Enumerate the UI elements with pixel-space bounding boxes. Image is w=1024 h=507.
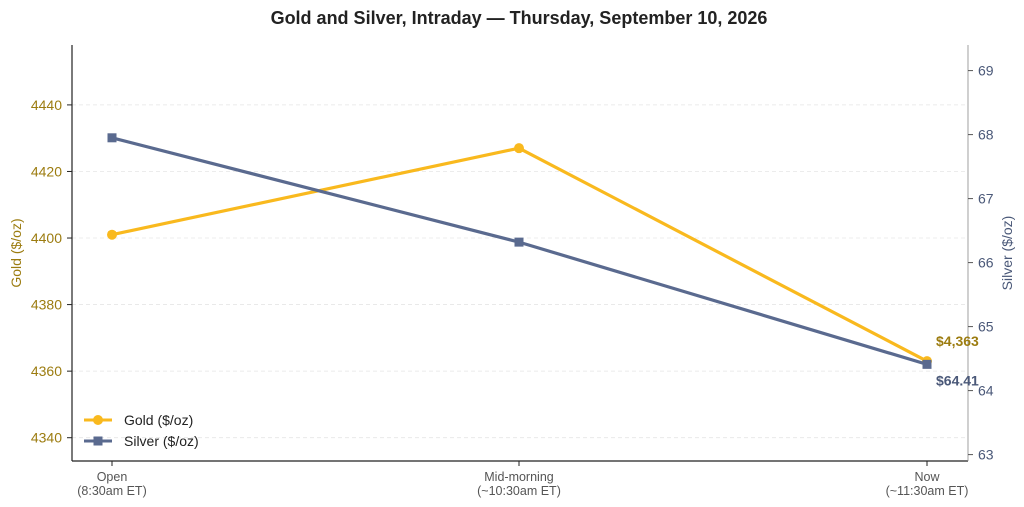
y-axis-right-label: Silver ($/oz)	[999, 216, 1015, 291]
right-axis-ticks: 63 64 65 66 67 68 69	[968, 63, 994, 463]
right-tick-label-6: 69	[978, 63, 994, 79]
right-tick-label-0: 63	[978, 447, 994, 463]
left-tick-label-1: 4360	[31, 363, 62, 379]
right-tick-label-3: 66	[978, 255, 994, 271]
legend-silver-marker	[93, 436, 103, 446]
series-1-point-1	[514, 237, 524, 247]
right-tick-label-4: 67	[978, 191, 994, 207]
left-axis-ticks: 4340 4360 4380 4400 4420 4440	[31, 97, 72, 446]
left-tick-label-4: 4420	[31, 163, 62, 179]
x-tick-label-0-0: Open	[97, 470, 128, 484]
right-tick-label-2: 65	[978, 319, 994, 335]
right-tick-label-5: 68	[978, 127, 994, 143]
left-tick-label-3: 4400	[31, 230, 62, 246]
x-tick-label-0-1: (8:30am ET)	[77, 484, 146, 498]
x-tick-label-1-1: (~10:30am ET)	[477, 484, 561, 498]
left-tick-label-2: 4380	[31, 297, 62, 313]
series-1-point-0	[107, 133, 117, 143]
y-axis-left-label: Gold ($/oz)	[8, 218, 24, 287]
x-tick-label-2-0: Now	[914, 470, 940, 484]
left-tick-label-0: 4340	[31, 430, 62, 446]
legend-gold-marker	[93, 415, 103, 425]
legend-gold-label: Gold ($/oz)	[124, 412, 193, 428]
end-labels: $4,363 $64.41	[936, 333, 979, 388]
grid-lines	[72, 104, 968, 439]
legend: Gold ($/oz) Silver ($/oz)	[84, 412, 199, 449]
gold-end-label: $4,363	[936, 333, 979, 349]
series-0-point-1	[514, 143, 524, 154]
series-group	[107, 133, 932, 369]
series-1-point-2	[922, 359, 932, 369]
x-tick-label-2-1: (~11:30am ET)	[886, 484, 969, 498]
silver-end-label: $64.41	[936, 372, 979, 388]
legend-silver-label: Silver ($/oz)	[124, 433, 199, 449]
series-0-point-0	[107, 229, 117, 240]
x-axis-ticks: Open(8:30am ET) Mid-morning(~10:30am ET) N…	[77, 461, 968, 498]
left-tick-label-5: 4440	[31, 97, 62, 113]
legend-item-silver: Silver ($/oz)	[84, 433, 199, 449]
legend-item-gold: Gold ($/oz)	[84, 412, 193, 428]
chart-title: Gold and Silver, Intraday — Thursday, Se…	[271, 8, 768, 28]
x-tick-label-1-0: Mid-morning	[484, 470, 554, 484]
right-tick-label-1: 64	[978, 383, 994, 399]
